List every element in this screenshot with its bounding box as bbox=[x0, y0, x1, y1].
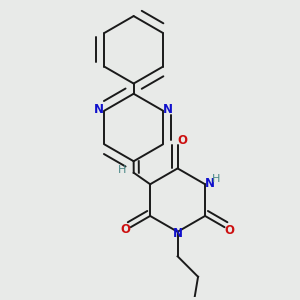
Text: N: N bbox=[172, 227, 183, 240]
Text: N: N bbox=[163, 103, 173, 116]
Text: N: N bbox=[94, 103, 104, 116]
Text: O: O bbox=[225, 224, 235, 237]
Text: N: N bbox=[205, 177, 214, 190]
Text: O: O bbox=[120, 223, 130, 236]
Text: H: H bbox=[118, 165, 127, 175]
Text: O: O bbox=[177, 134, 187, 147]
Text: H: H bbox=[212, 174, 220, 184]
